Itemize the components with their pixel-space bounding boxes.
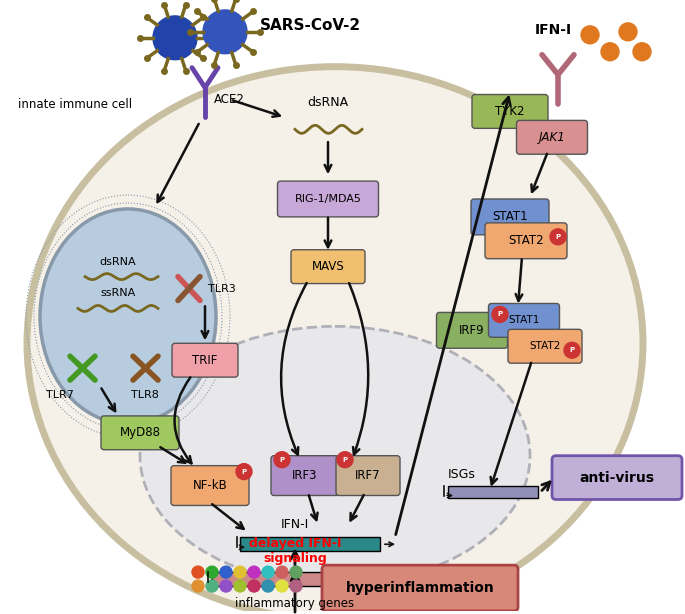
Ellipse shape	[140, 327, 530, 585]
Text: STAT2: STAT2	[508, 235, 544, 247]
FancyBboxPatch shape	[488, 303, 560, 337]
FancyBboxPatch shape	[291, 250, 365, 284]
Circle shape	[236, 464, 252, 480]
FancyBboxPatch shape	[448, 486, 538, 499]
Text: P: P	[342, 457, 347, 463]
Text: ISGs: ISGs	[448, 468, 476, 481]
Text: dsRNA: dsRNA	[100, 257, 136, 266]
Text: dsRNA: dsRNA	[308, 96, 349, 109]
Circle shape	[248, 580, 260, 592]
FancyBboxPatch shape	[552, 456, 682, 499]
FancyBboxPatch shape	[322, 565, 518, 611]
FancyBboxPatch shape	[472, 95, 548, 128]
Text: IFN-I: IFN-I	[535, 23, 572, 37]
FancyBboxPatch shape	[271, 456, 339, 495]
Text: TLR3: TLR3	[208, 284, 236, 293]
Text: STAT1: STAT1	[508, 316, 540, 325]
Circle shape	[262, 580, 274, 592]
Text: inflammatory genes: inflammatory genes	[236, 597, 355, 610]
Text: TYK2: TYK2	[495, 105, 525, 118]
Text: P: P	[279, 457, 284, 463]
Circle shape	[581, 26, 599, 44]
FancyBboxPatch shape	[485, 223, 567, 258]
Text: IRF3: IRF3	[292, 469, 318, 482]
Text: TLR8: TLR8	[131, 390, 159, 400]
Text: P: P	[556, 234, 560, 240]
FancyBboxPatch shape	[240, 537, 380, 551]
FancyBboxPatch shape	[172, 343, 238, 377]
FancyBboxPatch shape	[336, 456, 400, 495]
Text: STAT2: STAT2	[530, 341, 561, 351]
Circle shape	[276, 580, 288, 592]
Text: P: P	[241, 468, 247, 475]
Circle shape	[262, 566, 274, 578]
Text: hyperinflammation: hyperinflammation	[346, 581, 495, 595]
Text: innate immune cell: innate immune cell	[18, 98, 132, 111]
Text: RIG-1/MDA5: RIG-1/MDA5	[295, 194, 362, 204]
FancyBboxPatch shape	[508, 329, 582, 363]
Text: ACE2: ACE2	[214, 93, 245, 106]
Text: ssRNA: ssRNA	[101, 289, 136, 298]
Text: IFN-I: IFN-I	[281, 518, 309, 531]
Text: STAT1: STAT1	[493, 211, 528, 223]
Circle shape	[192, 566, 204, 578]
Circle shape	[206, 580, 218, 592]
Circle shape	[203, 10, 247, 54]
Circle shape	[564, 342, 580, 358]
Circle shape	[274, 452, 290, 468]
Text: P: P	[497, 311, 503, 317]
FancyBboxPatch shape	[171, 465, 249, 505]
Circle shape	[492, 306, 508, 322]
FancyBboxPatch shape	[471, 199, 549, 235]
Circle shape	[220, 580, 232, 592]
Circle shape	[206, 566, 218, 578]
FancyBboxPatch shape	[101, 416, 179, 449]
FancyBboxPatch shape	[436, 313, 508, 348]
Circle shape	[248, 566, 260, 578]
Text: TRIF: TRIF	[192, 354, 218, 367]
Circle shape	[619, 23, 637, 41]
Text: JAK1: JAK1	[538, 131, 565, 144]
Text: MAVS: MAVS	[312, 260, 345, 273]
Text: NF-kB: NF-kB	[192, 479, 227, 492]
Circle shape	[234, 566, 246, 578]
Circle shape	[633, 43, 651, 61]
Text: IRF9: IRF9	[459, 324, 485, 337]
FancyBboxPatch shape	[516, 120, 588, 154]
Text: SARS-CoV-2: SARS-CoV-2	[260, 18, 360, 33]
Circle shape	[153, 16, 197, 60]
Circle shape	[234, 580, 246, 592]
Ellipse shape	[27, 67, 643, 614]
Text: MyD88: MyD88	[119, 426, 160, 440]
Circle shape	[601, 43, 619, 61]
FancyBboxPatch shape	[212, 572, 387, 586]
Circle shape	[550, 229, 566, 245]
Circle shape	[290, 580, 302, 592]
Text: anti-virus: anti-virus	[580, 470, 654, 484]
FancyBboxPatch shape	[277, 181, 379, 217]
Text: IRF7: IRF7	[356, 469, 381, 482]
Circle shape	[290, 566, 302, 578]
Circle shape	[337, 452, 353, 468]
Circle shape	[220, 566, 232, 578]
Circle shape	[276, 566, 288, 578]
Text: P: P	[569, 348, 575, 353]
Text: TLR7: TLR7	[46, 390, 74, 400]
Circle shape	[192, 580, 204, 592]
Text: delayed IFN-I
signaling: delayed IFN-I signaling	[249, 537, 341, 565]
Ellipse shape	[40, 209, 216, 424]
